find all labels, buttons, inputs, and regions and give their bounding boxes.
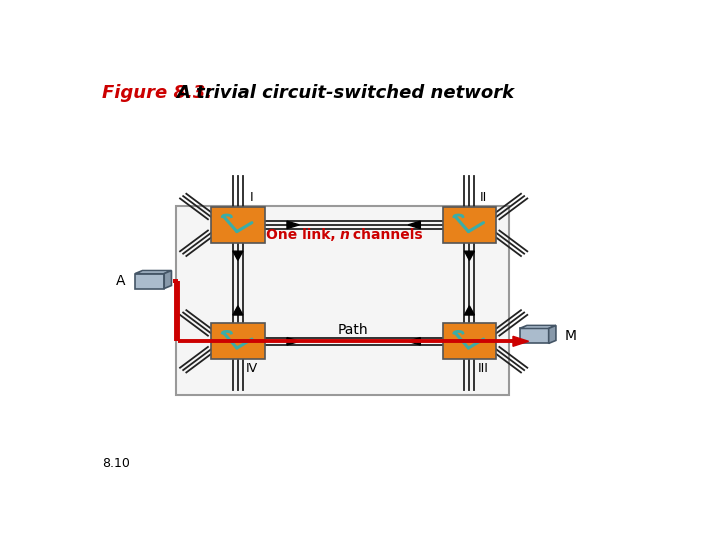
Bar xyxy=(211,323,265,359)
Polygon shape xyxy=(464,306,474,315)
Text: One link,: One link, xyxy=(266,228,341,242)
Bar xyxy=(176,206,508,395)
Bar xyxy=(135,274,164,288)
Bar xyxy=(443,323,496,359)
Polygon shape xyxy=(513,336,528,346)
Polygon shape xyxy=(233,306,243,315)
Text: A trivial circuit-switched network: A trivial circuit-switched network xyxy=(176,84,515,102)
Polygon shape xyxy=(164,271,171,288)
Text: M: M xyxy=(564,329,576,343)
Polygon shape xyxy=(135,271,171,274)
Text: A: A xyxy=(116,274,125,288)
Polygon shape xyxy=(520,326,556,328)
Text: 8.10: 8.10 xyxy=(102,457,130,470)
Polygon shape xyxy=(464,251,474,260)
Text: II: II xyxy=(480,191,487,204)
Polygon shape xyxy=(408,221,420,228)
Polygon shape xyxy=(408,338,420,345)
Polygon shape xyxy=(233,251,243,260)
Polygon shape xyxy=(287,221,300,228)
Text: IV: IV xyxy=(246,362,258,375)
Text: n: n xyxy=(339,228,349,242)
Text: Figure 8.3:: Figure 8.3: xyxy=(102,84,213,102)
Text: Path: Path xyxy=(338,323,369,337)
Text: channels: channels xyxy=(348,228,423,242)
Bar xyxy=(520,328,549,343)
Bar xyxy=(443,207,496,243)
Bar xyxy=(211,207,265,243)
Text: III: III xyxy=(478,362,489,375)
Polygon shape xyxy=(287,338,300,345)
Polygon shape xyxy=(549,326,556,343)
Text: I: I xyxy=(250,191,253,204)
